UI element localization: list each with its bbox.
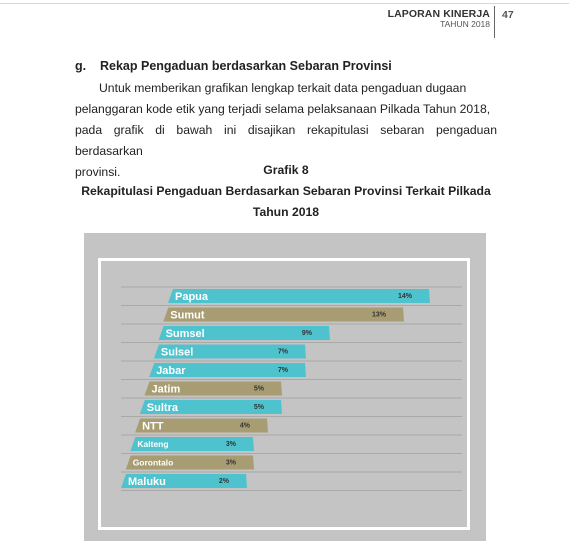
category-label: Papua [175, 291, 209, 303]
value-label: 9% [302, 330, 313, 337]
header-rule [0, 3, 569, 4]
bar-gorontalo [125, 455, 254, 470]
bar-maluku [121, 474, 247, 488]
value-label: 7% [278, 349, 289, 356]
chart-frame [98, 258, 470, 530]
value-label: 7% [278, 367, 289, 374]
paragraph-line: pelanggaran kode etik yang terjadi selam… [75, 102, 491, 116]
section-paragraph: Untuk memberikan grafikan lengkap terkai… [75, 78, 497, 183]
header-divider [494, 6, 495, 38]
category-label: Maluku [128, 476, 166, 488]
bar-sultra [139, 400, 282, 414]
bar-jatim [144, 381, 282, 396]
bar-sumsel [158, 326, 330, 340]
value-label: 3% [226, 460, 237, 467]
section-title: Rekap Pengaduan berdasarkan Sebaran Prov… [100, 59, 392, 73]
report-header: LAPORAN KINERJA TAHUN 2018 [387, 8, 490, 30]
value-label: 14% [398, 293, 413, 300]
bar-kalteng [130, 437, 254, 451]
category-label: Gorontalo [133, 458, 174, 468]
category-label: Jatim [152, 383, 181, 395]
category-label: Kalteng [137, 439, 168, 449]
value-label: 4% [240, 423, 251, 430]
category-label: Sumut [170, 309, 205, 321]
value-label: 5% [254, 386, 265, 393]
category-label: Sumsel [166, 328, 205, 340]
category-label: Sultra [147, 402, 179, 414]
section-heading: g. Rekap Pengaduan berdasarkan Sebaran Pr… [75, 59, 392, 73]
graph-title-year: Tahun 2018 [252, 205, 320, 219]
report-title: LAPORAN KINERJA [387, 8, 490, 20]
page-number: 47 [502, 9, 514, 21]
paragraph-line: Untuk memberikan grafikan lengkap terkai… [99, 81, 467, 95]
section-letter: g. [75, 59, 87, 73]
value-label: 5% [254, 404, 265, 411]
graph-title: Rekapitulasi Pengaduan Berdasarkan Sebar… [81, 184, 491, 198]
report-year: TAHUN 2018 [440, 19, 490, 30]
bar-sumut [163, 307, 404, 322]
value-label: 3% [226, 441, 237, 448]
value-label: 2% [219, 478, 230, 485]
paragraph-line: pada grafik di bawah ini disajikan rekap… [75, 123, 497, 158]
bar-sulsel [153, 344, 306, 359]
bar-jabar [149, 363, 306, 377]
category-label: Jabar [156, 365, 186, 377]
value-label: 13% [372, 312, 387, 319]
bar-ntt [135, 418, 268, 433]
category-label: Sulsel [161, 346, 193, 358]
bar-papua [168, 289, 430, 303]
graph-number: Grafik 8 [263, 163, 309, 177]
paragraph-line: provinsi. [75, 165, 121, 179]
category-label: NTT [142, 420, 164, 432]
